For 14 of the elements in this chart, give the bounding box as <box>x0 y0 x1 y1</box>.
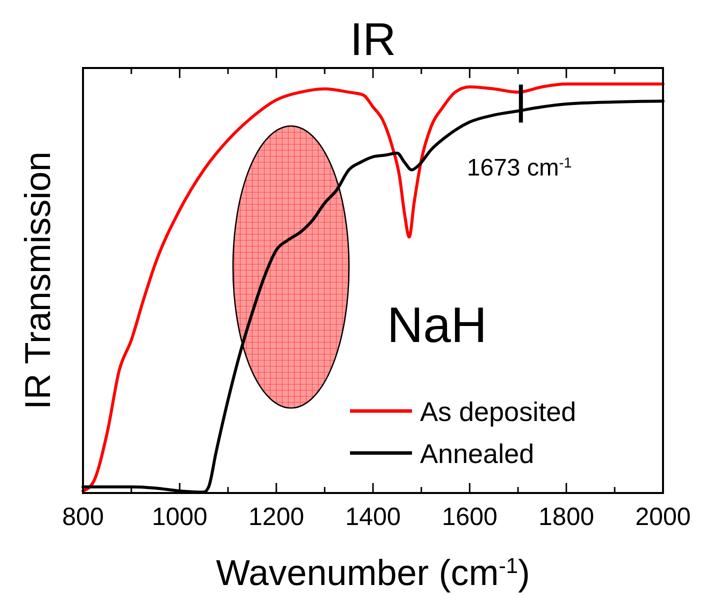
y-axis-title: IR Transmission <box>17 151 58 410</box>
x-tick-label: 2000 <box>635 503 691 531</box>
x-axis-title: Wavenumber (cm$^{-1}$) <box>216 552 530 593</box>
x-tick-label: 1800 <box>538 503 594 531</box>
x-tick-label: 1000 <box>152 503 208 531</box>
x-tick-label: 1400 <box>345 503 401 531</box>
x-tick-label: 1600 <box>442 503 498 531</box>
legend-label: Annealed <box>420 439 534 469</box>
legend-label: As deposited <box>420 397 576 427</box>
annotation: NaH <box>386 297 488 353</box>
x-tick-label: 1200 <box>248 503 304 531</box>
annotation: 1673 cm$^{-1}$ <box>466 154 572 182</box>
chart-title: IR <box>350 13 396 65</box>
x-tick-label: 800 <box>62 503 104 531</box>
